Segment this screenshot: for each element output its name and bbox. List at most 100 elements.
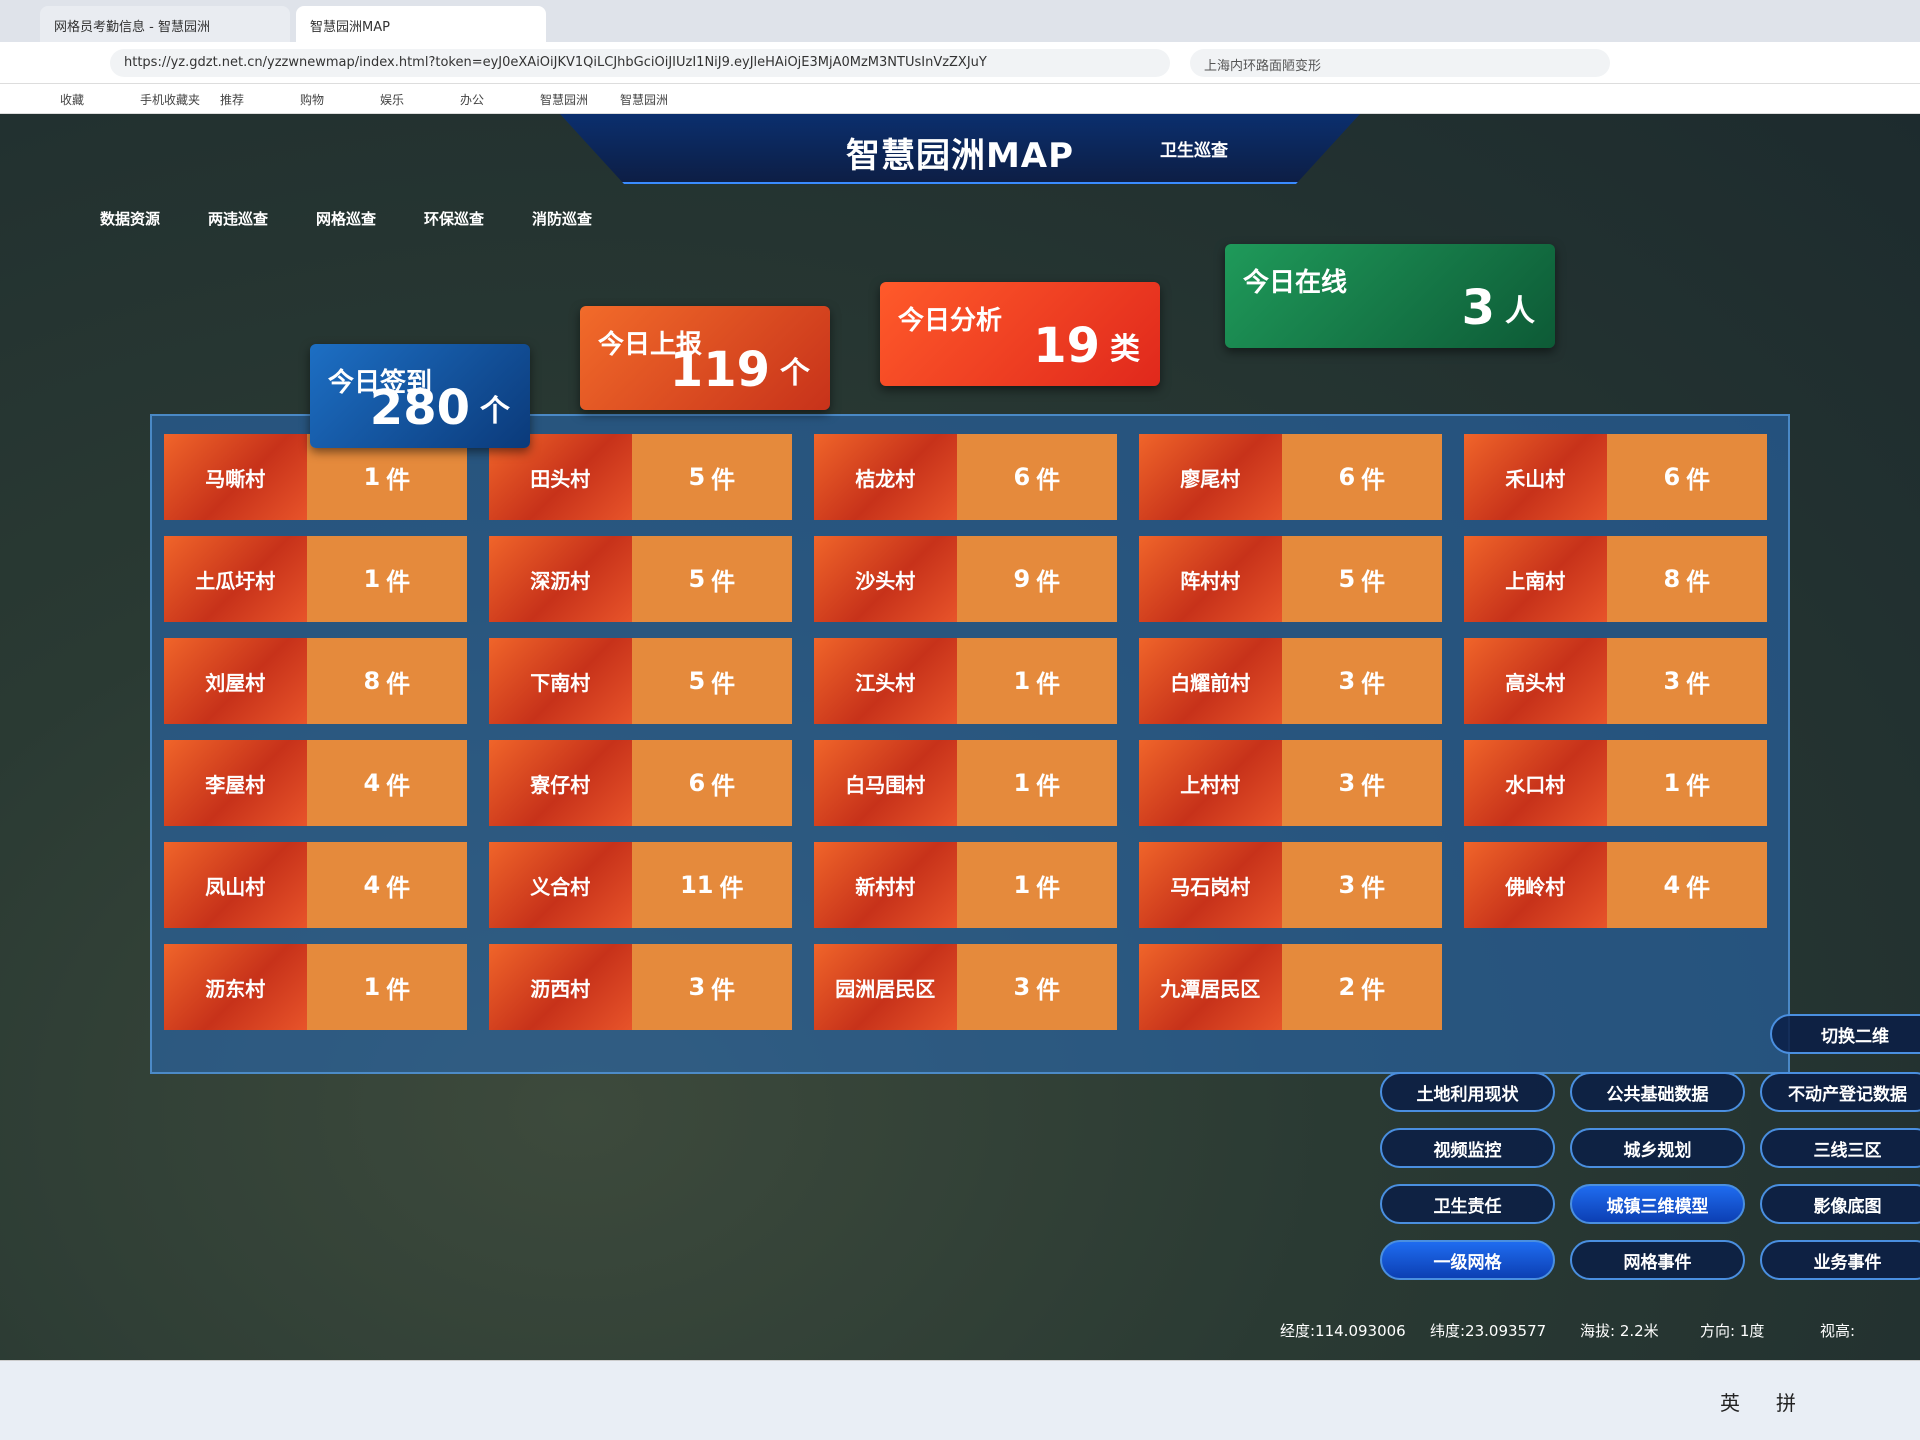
village-name: 刘屋村 (164, 638, 307, 724)
count-unit: 件 (1036, 567, 1061, 596)
nav-item[interactable]: 两违巡查 (208, 210, 269, 228)
bookmark[interactable]: 收藏 (60, 93, 85, 107)
count-value: 1 (363, 565, 381, 593)
count-unit: 件 (1036, 465, 1061, 494)
count-value: 3 (1013, 973, 1031, 1001)
bookmark[interactable]: 智慧园洲 (540, 93, 589, 107)
count-unit: 件 (1361, 567, 1386, 596)
bookmark[interactable]: 智慧园洲 (620, 93, 669, 107)
stat-label: 今日分析 (898, 306, 1003, 336)
count-value: 4 (363, 769, 381, 797)
layer-button[interactable]: 三线三区 (1760, 1128, 1920, 1168)
bookmark[interactable]: 推荐 (220, 93, 245, 107)
count-value: 1 (1663, 769, 1681, 797)
stat-label: 今日在线 (1243, 268, 1348, 298)
count-value: 3 (1338, 667, 1356, 695)
browser-tab[interactable]: 智慧园洲MAP (296, 6, 546, 42)
tab-bar: 网格员考勤信息 - 智慧园洲 智慧园洲MAP (0, 0, 1920, 42)
stat-value: 3 (1461, 280, 1495, 336)
url-field[interactable]: https://yz.gdzt.net.cn/yzzwnewmap/index.… (110, 49, 1170, 77)
nav-item[interactable]: 消防巡查 (532, 210, 593, 228)
nav-item[interactable]: 网格巡查 (316, 210, 377, 228)
bookmark[interactable]: 手机收藏夹 (140, 93, 201, 107)
count-value: 6 (1338, 463, 1356, 491)
count-unit: 件 (386, 975, 411, 1004)
layer-button[interactable]: 业务事件 (1760, 1240, 1920, 1280)
count-unit: 件 (719, 873, 744, 902)
village-name: 义合村 (489, 842, 632, 928)
count-value: 3 (1338, 871, 1356, 899)
village-name: 桔龙村 (814, 434, 957, 520)
village-name: 廖尾村 (1139, 434, 1282, 520)
layer-button[interactable]: 视频监控 (1380, 1128, 1555, 1168)
tray-item[interactable]: 拼 (1776, 1391, 1796, 1415)
count-value: 5 (688, 667, 706, 695)
count-value: 1 (1013, 871, 1031, 899)
layer-button[interactable]: 土地利用现状 (1380, 1072, 1555, 1112)
layer-button[interactable]: 城乡规划 (1570, 1128, 1745, 1168)
count-value: 9 (1013, 565, 1031, 593)
status-item: 海拔: 2.2米 (1580, 1322, 1659, 1340)
nav-item[interactable]: 环保巡查 (424, 210, 485, 228)
count-unit: 件 (1361, 669, 1386, 698)
layer-button[interactable]: 不动产登记数据 (1760, 1072, 1920, 1112)
village-name: 江头村 (814, 638, 957, 724)
village-name: 新村村 (814, 842, 957, 928)
count-unit: 件 (1361, 873, 1386, 902)
layer-button[interactable]: 卫生责任 (1380, 1184, 1555, 1224)
layer-button[interactable]: 网格事件 (1570, 1240, 1745, 1280)
stat-label: 今日上报 (598, 330, 703, 360)
village-name: 沙头村 (814, 536, 957, 622)
layer-button[interactable]: 公共基础数据 (1570, 1072, 1745, 1112)
count-unit: 件 (386, 567, 411, 596)
count-unit: 件 (386, 669, 411, 698)
bookmark[interactable]: 购物 (300, 93, 325, 107)
bookmark[interactable]: 办公 (460, 93, 485, 107)
count-value: 4 (363, 871, 381, 899)
count-unit: 件 (1036, 771, 1061, 800)
village-name: 上村村 (1139, 740, 1282, 826)
stat-value: 19 (1033, 318, 1100, 374)
count-value: 2 (1338, 973, 1356, 1001)
nav-item[interactable]: 数据资源 (100, 210, 161, 228)
bookmark[interactable]: 娱乐 (380, 93, 405, 107)
count-unit: 件 (711, 465, 736, 494)
stat-unit: 人 (1505, 294, 1535, 329)
stat-card: 今日上报 119 个 (580, 306, 830, 410)
count-value: 5 (688, 565, 706, 593)
stat-card: 今日在线 3 人 (1225, 244, 1555, 348)
village-name: 寮仔村 (489, 740, 632, 826)
count-unit: 件 (1361, 465, 1386, 494)
header-link[interactable]: 卫生巡查 (1160, 141, 1228, 161)
stat-unit: 个 (780, 356, 810, 391)
switch-2d-button[interactable]: 切换二维 (1770, 1014, 1920, 1054)
count-value: 1 (363, 973, 381, 1001)
count-value: 8 (1663, 565, 1681, 593)
layer-button[interactable]: 一级网格 (1380, 1240, 1555, 1280)
stat-unit: 个 (480, 394, 510, 429)
count-value: 5 (688, 463, 706, 491)
layer-button[interactable]: 影像底图 (1760, 1184, 1920, 1224)
status-item: 经度:114.093006 (1280, 1322, 1406, 1340)
tray-item[interactable]: 英 (1720, 1391, 1740, 1415)
browser-tab[interactable]: 网格员考勤信息 - 智慧园洲 (40, 6, 290, 42)
layer-button[interactable]: 城镇三维模型 (1570, 1184, 1745, 1224)
status-item: 纬度:23.093577 (1430, 1322, 1547, 1340)
village-name: 阵村村 (1139, 536, 1282, 622)
search-field[interactable]: 上海内环路面陋变形 (1190, 49, 1610, 77)
app-title: 智慧园洲MAP (845, 136, 1075, 176)
